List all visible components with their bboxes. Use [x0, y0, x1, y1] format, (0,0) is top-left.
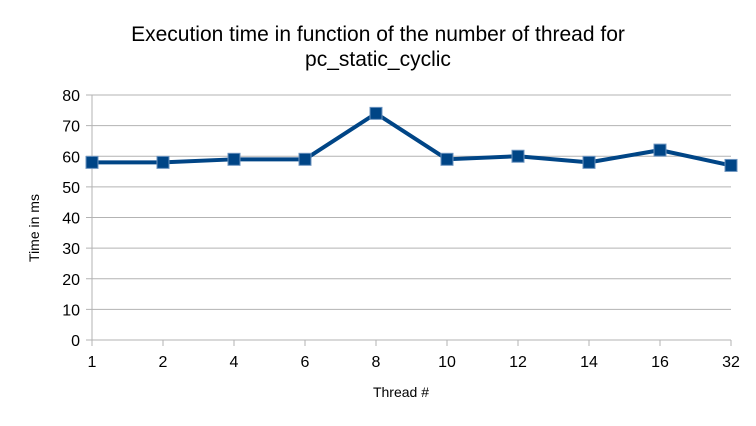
x-tick-label: 12: [509, 354, 527, 371]
data-point-marker: [582, 155, 596, 169]
y-tick-label: 60: [62, 149, 80, 166]
y-tick-label: 20: [62, 272, 80, 289]
axes: [86, 94, 732, 346]
series-line: [90, 111, 733, 168]
data-point-marker: [227, 152, 241, 166]
y-tick-label: 80: [62, 88, 80, 105]
y-axis-label: Time in ms: [26, 194, 42, 262]
chart-title-line-1: Execution time in function of the number…: [131, 23, 625, 46]
chart-title-line-2: pc_static_cyclic: [305, 48, 451, 71]
gridlines: [92, 94, 731, 341]
y-tick-label: 50: [62, 180, 80, 197]
x-tick-label: 1: [88, 354, 97, 371]
x-tick-labels: 1 2 4 6 8 10 12 14 16 32: [88, 354, 740, 371]
data-point-marker: [724, 158, 738, 172]
data-point-marker: [369, 106, 383, 120]
data-point-marker: [85, 155, 99, 169]
data-point-marker: [653, 143, 667, 157]
y-tick-label: 40: [62, 211, 80, 228]
x-tick-label: 4: [230, 354, 239, 371]
data-point-marker: [156, 155, 170, 169]
x-tick-label: 32: [722, 354, 740, 371]
x-tick-label: 2: [159, 354, 168, 371]
data-point-marker: [298, 152, 312, 166]
x-tick-label: 6: [301, 354, 310, 371]
y-tick-label: 0: [71, 333, 80, 350]
y-tick-label: 10: [62, 302, 80, 319]
x-tick-label: 14: [580, 354, 598, 371]
data-point-marker: [511, 149, 525, 163]
data-series: [85, 106, 738, 172]
y-tick-label: 30: [62, 241, 80, 258]
x-tick-label: 10: [438, 354, 456, 371]
y-tick-label: 70: [62, 119, 80, 136]
x-tick-label: 16: [651, 354, 669, 371]
x-axis-label: Thread #: [373, 384, 429, 400]
data-point-marker: [440, 152, 454, 166]
y-tick-labels: 0 10 20 30 40 50 60 70 80: [62, 88, 80, 350]
x-tick-label: 8: [372, 354, 381, 371]
